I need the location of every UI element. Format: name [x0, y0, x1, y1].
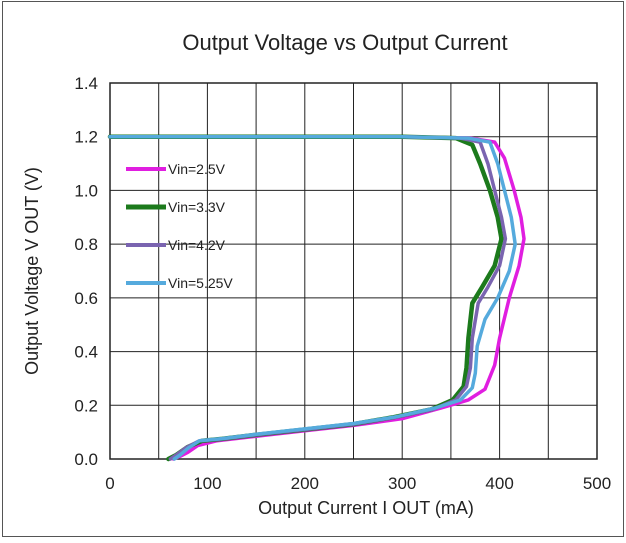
x-axis-label: Output Current I OUT (mA) — [258, 498, 474, 518]
legend-label: Vin=2.5V — [168, 161, 226, 177]
y-tick-label: 0.8 — [74, 235, 98, 254]
legend-label: Vin=4.2V — [168, 237, 226, 253]
y-tick-label: 0.6 — [74, 289, 98, 308]
legend: Vin=2.5V Vin=3.3V Vin=4.2V Vin=5.25V — [126, 161, 233, 291]
x-tick-label: 500 — [583, 474, 611, 493]
y-tick-label: 0.2 — [74, 396, 98, 415]
legend-label: Vin=5.25V — [168, 275, 233, 291]
x-tick-labels: 0 100 200 300 400 500 — [105, 474, 611, 493]
x-tick-label: 300 — [388, 474, 416, 493]
y-tick-labels: 0.0 0.2 0.4 0.6 0.8 1.0 1.2 1.4 — [74, 74, 98, 469]
x-tick-label: 200 — [291, 474, 319, 493]
y-tick-label: 0.0 — [74, 450, 98, 469]
y-axis-label: Output Voltage V OUT (V) — [22, 167, 42, 375]
legend-label: Vin=3.3V — [168, 199, 226, 215]
y-tick-label: 1.2 — [74, 128, 98, 147]
y-tick-label: 1.4 — [74, 74, 98, 93]
x-tick-label: 100 — [193, 474, 221, 493]
series-line-4 — [108, 134, 517, 461]
x-tick-label: 400 — [485, 474, 513, 493]
y-tick-label: 0.4 — [74, 343, 98, 362]
chart-title: Output Voltage vs Output Current — [182, 30, 507, 55]
series-lines — [107, 134, 526, 462]
y-tick-label: 1.0 — [74, 181, 98, 200]
x-tick-label: 0 — [105, 474, 114, 493]
